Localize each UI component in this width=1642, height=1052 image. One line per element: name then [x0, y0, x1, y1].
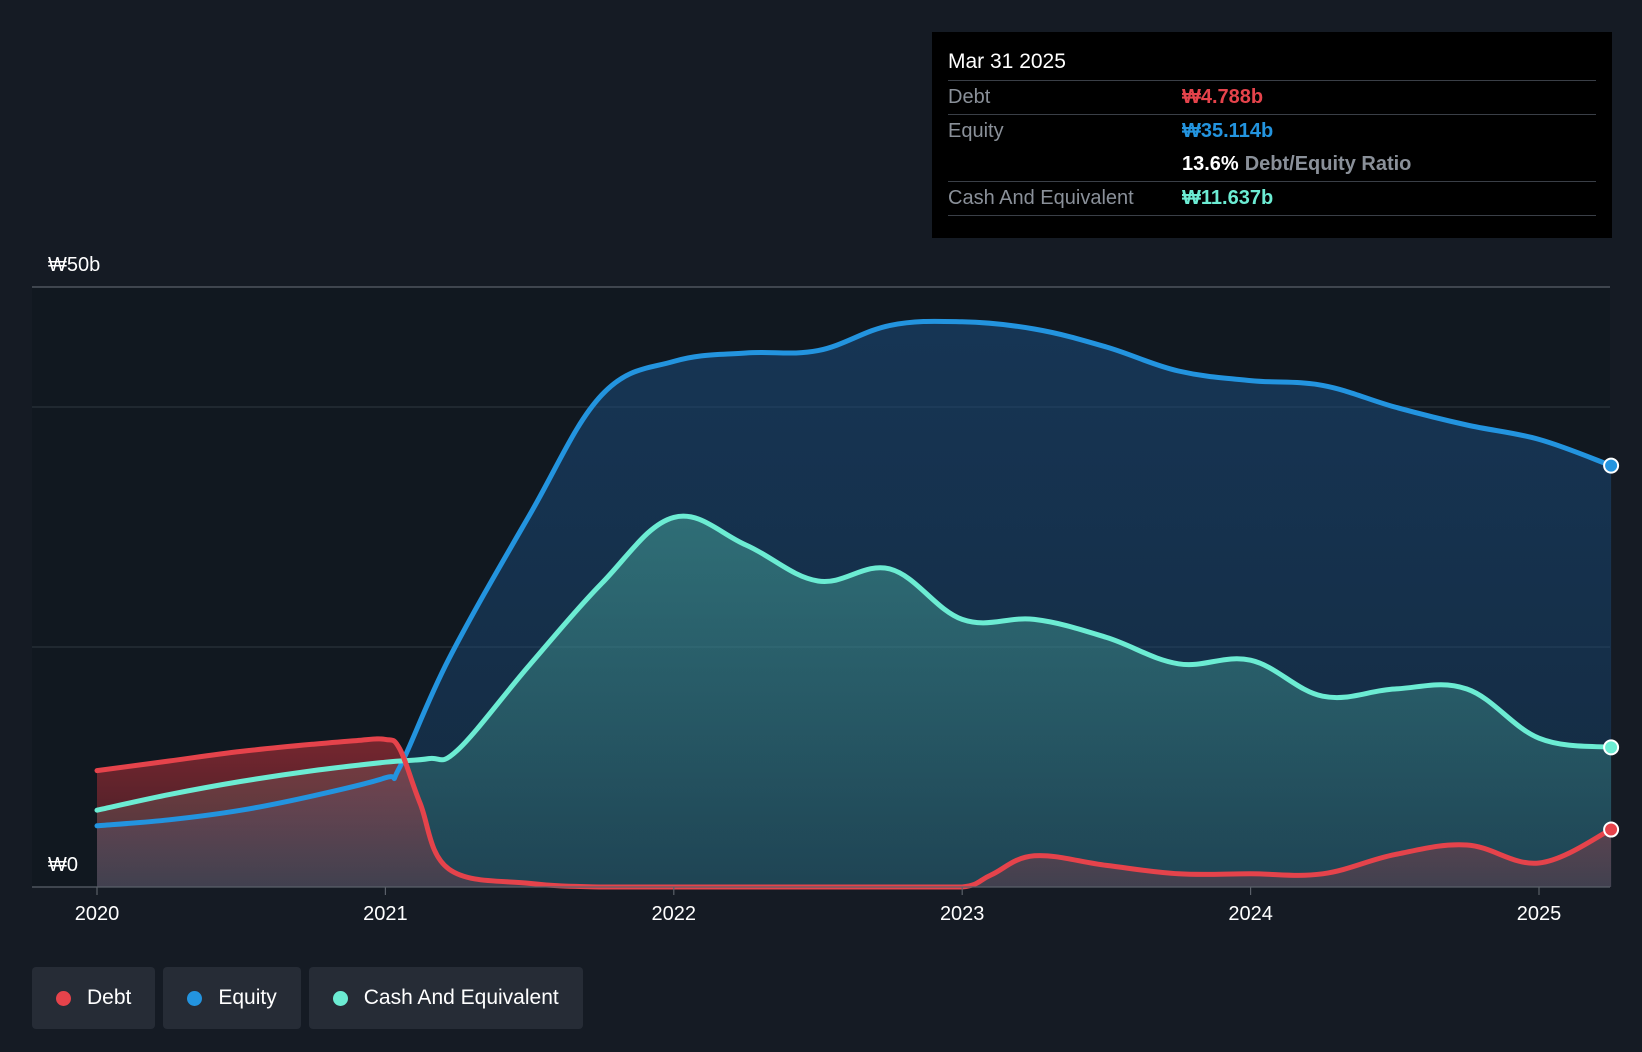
- legend-debt-label: Debt: [87, 986, 132, 1009]
- legend-item-equity[interactable]: Equity: [163, 967, 301, 1029]
- tooltip-debt-row: Debt ₩4.788b: [948, 80, 1596, 114]
- area-debt: [97, 738, 1612, 887]
- x-tick-label: 2020: [75, 903, 120, 925]
- chart-legend: Debt Equity Cash And Equivalent: [32, 967, 583, 1029]
- end-marker-equity: [1603, 457, 1620, 474]
- tooltip-ratio-spacer: [948, 148, 1182, 181]
- tooltip-cash-label: Cash And Equivalent: [948, 187, 1134, 209]
- tooltip-equity-label: Equity: [948, 120, 1004, 142]
- legend-cash-dot-icon: [332, 990, 348, 1006]
- tooltip-ratio-value: 13.6%: [1182, 153, 1239, 175]
- end-marker-cash-and-equivalent: [1603, 739, 1620, 756]
- line-cash-and-equivalent: [94, 513, 1614, 813]
- x-tick-label: 2024: [1228, 903, 1273, 925]
- series-end-markers: [1603, 457, 1620, 838]
- tooltip-panel: Mar 31 2025 Debt ₩4.788b Equity ₩35.114b…: [932, 32, 1612, 238]
- y-tick-label: ₩50b: [48, 254, 100, 276]
- tooltip-equity-row: Equity ₩35.114b: [948, 114, 1596, 148]
- legend-item-cash[interactable]: Cash And Equivalent: [308, 967, 583, 1029]
- tooltip-equity-value: ₩35.114b: [1182, 120, 1274, 142]
- legend-equity-dot-icon: [187, 990, 203, 1006]
- x-tick-label: 2025: [1517, 903, 1562, 925]
- tooltip-debt-value: ₩4.788b: [1182, 86, 1264, 108]
- tooltip-date: Mar 31 2025: [948, 50, 1066, 73]
- tooltip-ratio-row: 13.6% Debt/Equity Ratio: [948, 148, 1596, 181]
- end-marker-debt: [1603, 821, 1620, 838]
- tooltip-cash-row: Cash And Equivalent ₩11.637b: [948, 181, 1596, 216]
- x-tick-label: 2022: [652, 903, 697, 925]
- y-tick-label: ₩0: [48, 854, 78, 876]
- area-cash-and-equivalent: [97, 516, 1612, 887]
- tooltip-debt-label: Debt: [948, 86, 991, 108]
- tooltip-ratio-label: Debt/Equity Ratio: [1244, 153, 1412, 175]
- series-areas: [97, 321, 1612, 887]
- tooltip-cash-value: ₩11.637b: [1182, 187, 1274, 209]
- line-equity: [94, 318, 1614, 829]
- axes: ₩50b ₩0 2020 2021 2022 2023 2024 2025: [32, 254, 1610, 925]
- legend-debt-dot-icon: [56, 990, 71, 1006]
- legend-item-debt[interactable]: Debt: [32, 967, 156, 1029]
- x-tick-label: 2023: [940, 903, 985, 925]
- legend-cash-label: Cash And Equivalent: [363, 986, 559, 1009]
- legend-equity-label: Equity: [218, 986, 277, 1009]
- x-tick-label: 2021: [363, 903, 408, 925]
